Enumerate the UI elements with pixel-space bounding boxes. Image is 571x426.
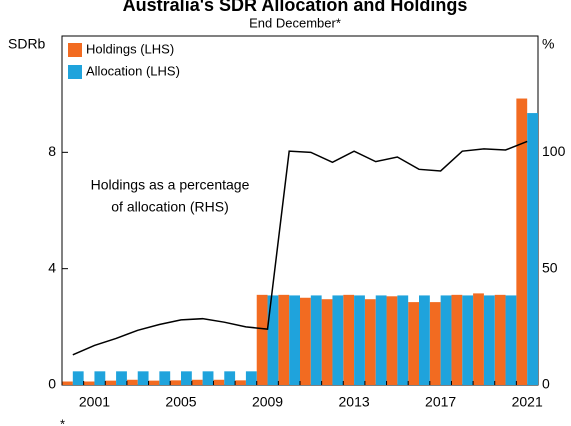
bar — [256, 294, 268, 385]
chart-subtitle: End December* — [249, 15, 341, 30]
bar — [181, 371, 192, 385]
bar — [419, 295, 430, 385]
bar — [343, 294, 355, 385]
legend-label: Holdings (LHS) — [86, 41, 174, 56]
y2-tick-label: 50 — [542, 259, 558, 275]
y2-tick-label: 0 — [542, 376, 550, 392]
bar — [332, 295, 344, 385]
bar — [94, 371, 106, 385]
x-tick-label: 2009 — [252, 394, 283, 410]
x-tick-label: 2013 — [339, 394, 370, 410]
bar — [62, 381, 73, 385]
bar — [429, 302, 441, 385]
bar — [224, 371, 236, 385]
line — [72, 140, 528, 356]
bar — [408, 302, 419, 385]
y2-axis-label: % — [542, 36, 554, 52]
bar — [235, 380, 246, 385]
x-tick-label: 2021 — [512, 394, 543, 410]
bar — [310, 295, 322, 385]
bar — [527, 113, 538, 385]
y-tick-label: 0 — [48, 376, 56, 392]
x-tick-label: 2001 — [79, 394, 110, 410]
bar — [105, 380, 117, 385]
bar — [170, 380, 181, 385]
bar — [289, 295, 300, 385]
bar — [375, 295, 387, 385]
y2-tick-label: 100 — [542, 143, 566, 159]
bar — [148, 380, 160, 385]
bar — [267, 295, 279, 385]
bar — [137, 371, 149, 385]
bar — [278, 294, 290, 385]
x-tick-label: 2005 — [165, 394, 196, 410]
annotation: of allocation (RHS) — [111, 199, 229, 215]
legend-label: Allocation (LHS) — [86, 63, 180, 78]
bar — [300, 297, 311, 385]
bar — [159, 371, 171, 385]
bar — [494, 294, 506, 385]
y-axis-label: SDRb — [8, 36, 46, 52]
bar — [245, 371, 257, 385]
legend-swatch — [68, 43, 82, 57]
y-tick-label: 4 — [48, 259, 56, 275]
y-tick-label: 8 — [48, 143, 56, 159]
bar — [505, 295, 517, 385]
chart-title: Australia's SDR Allocation and Holdings — [123, 0, 468, 15]
bar — [440, 295, 452, 385]
x-tick-label: 2017 — [425, 394, 456, 410]
annotation: Holdings as a percentage — [91, 177, 250, 193]
bar — [321, 299, 333, 385]
bar — [191, 379, 203, 385]
bar — [213, 379, 225, 385]
bar — [83, 381, 95, 385]
bar — [516, 98, 528, 385]
bar — [386, 296, 398, 385]
bar — [397, 295, 409, 385]
bar — [451, 294, 463, 385]
bar — [483, 295, 495, 385]
legend-swatch — [68, 65, 82, 79]
bar — [72, 371, 84, 385]
bar — [462, 295, 474, 385]
bar — [473, 293, 484, 385]
bar — [364, 299, 376, 385]
footnote: * — [60, 416, 65, 426]
bar — [202, 371, 214, 385]
bar — [354, 295, 365, 385]
bar — [116, 371, 127, 385]
bar — [126, 379, 138, 385]
